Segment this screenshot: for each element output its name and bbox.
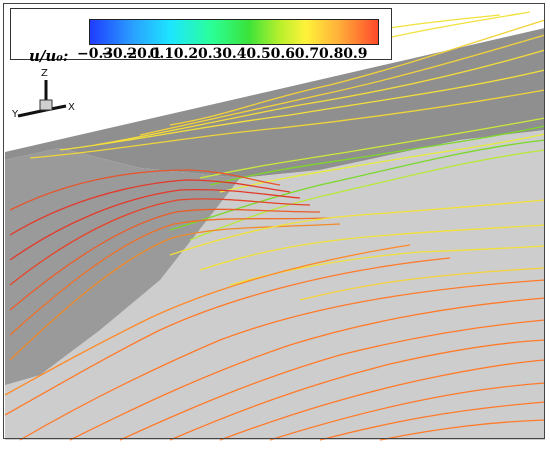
- streamline: [199, 117, 546, 179]
- triad-cube: [39, 99, 53, 111]
- axes-triad: Z Y X: [10, 62, 90, 132]
- streamline: [9, 189, 301, 261]
- streamline: [9, 198, 311, 286]
- streamline: [19, 279, 546, 441]
- colorbar-ticks: −0.3 −0.2 −0.1 0.1 0.2 0.3 0.4 0.5 0.6 0.7 0.8 0.9: [77, 46, 389, 64]
- colorbar-tick-label: −0.2: [101, 46, 138, 62]
- streamline: [9, 208, 321, 311]
- streamline: [199, 224, 546, 271]
- streamline: [69, 297, 546, 441]
- colorbar-tick-label: −0.3: [77, 46, 114, 62]
- streamline: [209, 125, 546, 186]
- colorbar-legend: u/u₀: −0.3 −0.2 −0.1 0.1 0.2 0.3 0.4 0.5 0.6 0.7 0…: [10, 8, 392, 65]
- colorbar-variable-label: u/u₀:: [29, 47, 69, 65]
- streamline: [59, 69, 546, 151]
- axes-triad-icon: [17, 80, 67, 118]
- streamline: [169, 339, 546, 441]
- colorbar-tick-label: −0.1: [125, 46, 162, 62]
- streamline: [139, 34, 546, 136]
- streamline: [9, 179, 291, 236]
- streamline: [9, 217, 331, 336]
- axis-label-z: Z: [41, 68, 48, 79]
- streamline: [219, 133, 546, 193]
- streamline: [299, 267, 546, 301]
- streamline: [119, 319, 546, 441]
- colorbar-tick-label: 0.3: [198, 46, 223, 62]
- streamline: [4, 257, 451, 416]
- colorbar-gradient: [89, 19, 379, 45]
- colorbar-tick-label: 0.2: [173, 46, 199, 62]
- colorbar-tick-label: 0.6: [270, 46, 295, 62]
- streamline: [219, 359, 546, 441]
- colorbar-tick-label: 0.1: [149, 46, 174, 62]
- streamlines: [4, 11, 546, 441]
- streamline: [9, 169, 281, 211]
- streamline: [29, 89, 546, 159]
- colorbar-tick-label: 0.9: [343, 46, 368, 62]
- upper-surface: [5, 28, 545, 178]
- colorbar-tick-label: 0.4: [222, 46, 247, 62]
- sky-area: [5, 0, 545, 155]
- y-axis: [17, 108, 47, 118]
- colorbar-tick-label: 0.8: [319, 46, 344, 62]
- streamline: [169, 19, 546, 126]
- streamline: [4, 244, 411, 396]
- streamline: [169, 199, 546, 256]
- colorbar-tick-label: 0.5: [246, 46, 271, 62]
- streamline: [269, 382, 546, 441]
- streamline: [169, 139, 546, 231]
- colorbar-tick-label: 0.7: [294, 46, 320, 62]
- streamline: [94, 49, 546, 146]
- axis-label-y: Y: [12, 109, 19, 120]
- streamline: [319, 401, 546, 441]
- streamline: [189, 149, 546, 241]
- axis-label-x: X: [68, 102, 75, 113]
- streamline: [379, 419, 546, 441]
- slope-face: [5, 148, 240, 385]
